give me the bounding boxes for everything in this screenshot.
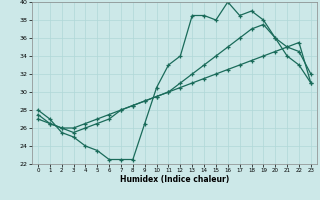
X-axis label: Humidex (Indice chaleur): Humidex (Indice chaleur)	[120, 175, 229, 184]
